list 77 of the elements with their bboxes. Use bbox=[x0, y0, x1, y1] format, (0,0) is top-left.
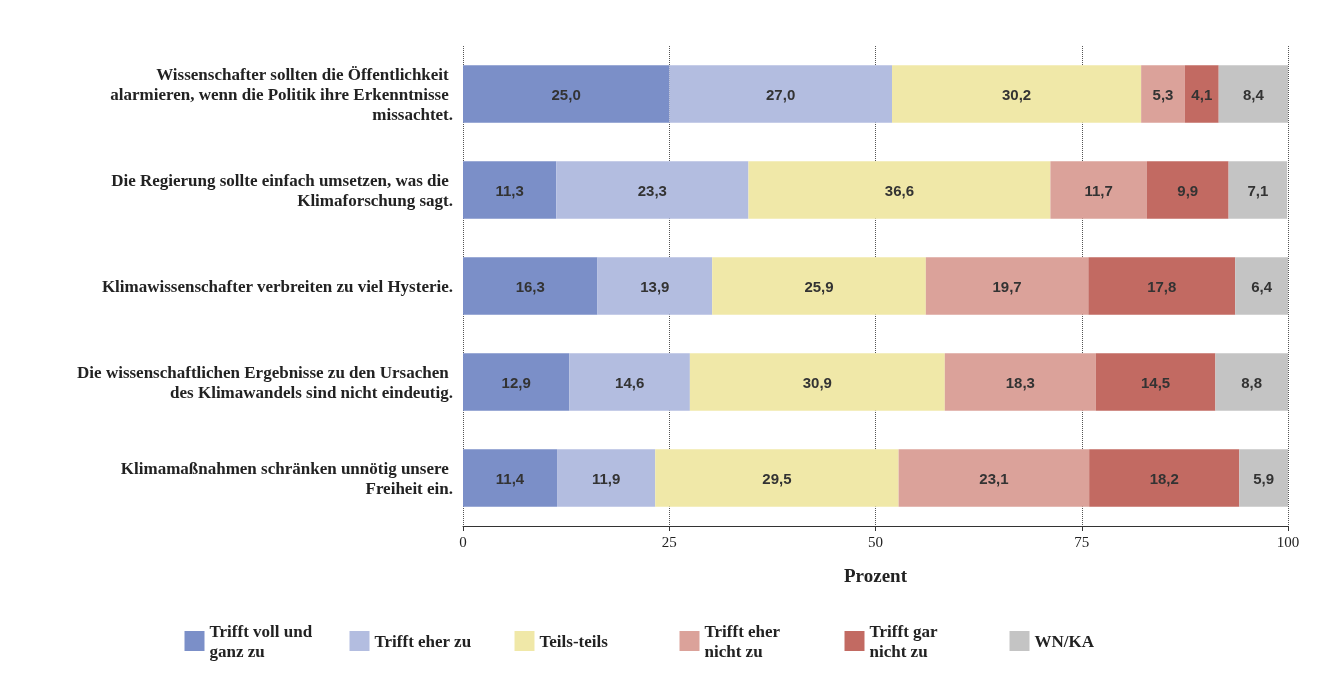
data-label: 30,9 bbox=[802, 373, 832, 391]
data-label: 5,3 bbox=[1152, 85, 1174, 103]
data-label: 5,9 bbox=[1253, 469, 1275, 487]
data-label: 9,9 bbox=[1177, 181, 1199, 199]
y-tick-label: Klimawissenschafter verbreiten zu viel Hysterie. bbox=[101, 276, 453, 296]
data-label: 8,4 bbox=[1242, 85, 1265, 103]
bar bbox=[1089, 449, 1240, 507]
data-label: 19,7 bbox=[992, 277, 1022, 295]
bar bbox=[1235, 257, 1288, 315]
bar bbox=[1228, 161, 1288, 219]
data-label: 30,2 bbox=[1001, 85, 1032, 103]
x-tick-label: 50 bbox=[868, 533, 883, 550]
bar bbox=[1141, 65, 1185, 123]
bar bbox=[655, 449, 899, 507]
legend-label: Trifft eher zu bbox=[374, 631, 472, 651]
legend-label: Teils-teils bbox=[539, 631, 609, 651]
data-label: 13,9 bbox=[640, 277, 670, 295]
legend-label: Trifft gar nicht zu bbox=[869, 621, 942, 661]
data-label: 8,8 bbox=[1241, 373, 1263, 391]
bar bbox=[463, 161, 557, 219]
data-label: 29,5 bbox=[762, 469, 792, 487]
bar bbox=[1088, 257, 1236, 315]
data-label: 18,3 bbox=[1005, 373, 1035, 391]
data-label: 11,3 bbox=[495, 181, 524, 199]
bar bbox=[1239, 449, 1288, 507]
bar bbox=[463, 449, 558, 507]
y-tick-label: Die wissenschaftlichen Ergebnisse zu den Ursachen des Klimawandels sind nicht eindeutig. bbox=[77, 362, 453, 402]
data-label: 25,0 bbox=[551, 85, 581, 103]
legend-label: Trifft voll und ganz zu bbox=[209, 621, 317, 661]
bar bbox=[898, 449, 1090, 507]
data-label: 14,5 bbox=[1140, 373, 1171, 391]
bar bbox=[597, 257, 713, 315]
bar bbox=[1218, 65, 1288, 123]
y-tick-label: Wissenschafter sollten die Öffentlichkeit alarmieren, wenn die Politik ihre Erkenntnisse missachtet. bbox=[110, 64, 453, 124]
bar bbox=[569, 353, 690, 411]
bar bbox=[1146, 161, 1229, 219]
y-tick-label: Die Regierung sollte einfach umsetzen, was die Klimaforschung sagt. bbox=[111, 170, 453, 210]
data-label: 23,1 bbox=[979, 469, 1009, 487]
data-label: 11,9 bbox=[591, 469, 621, 487]
data-label: 23,3 bbox=[637, 181, 667, 199]
x-tick-label: 0 bbox=[459, 533, 467, 550]
data-label: 16,3 bbox=[515, 277, 545, 295]
bar bbox=[712, 257, 926, 315]
bar bbox=[463, 257, 598, 315]
bar bbox=[463, 353, 570, 411]
bar bbox=[1184, 65, 1219, 123]
bar bbox=[556, 161, 749, 219]
legend-label: WN/KA bbox=[1034, 631, 1095, 651]
data-label: 7,1 bbox=[1247, 181, 1269, 199]
data-label: 14,6 bbox=[615, 373, 645, 391]
bar bbox=[1215, 353, 1288, 411]
bar bbox=[1095, 353, 1216, 411]
bar bbox=[748, 161, 1051, 219]
x-tick-label: 100 bbox=[1276, 533, 1300, 550]
data-label: 25,9 bbox=[804, 277, 834, 295]
bar bbox=[925, 257, 1089, 315]
x-axis-title: Prozent bbox=[844, 565, 908, 586]
data-label: 27,0 bbox=[766, 85, 796, 103]
bar bbox=[689, 353, 945, 411]
data-label: 6,4 bbox=[1251, 277, 1273, 295]
bar bbox=[463, 65, 670, 123]
x-tick-label: 75 bbox=[1074, 533, 1090, 550]
bar bbox=[669, 65, 892, 123]
x-tick-label: 25 bbox=[661, 533, 677, 550]
data-label: 18,2 bbox=[1149, 469, 1179, 487]
bar bbox=[557, 449, 656, 507]
data-label: 12,9 bbox=[501, 373, 531, 391]
data-label: 4,1 bbox=[1191, 85, 1213, 103]
bar bbox=[1050, 161, 1147, 219]
data-label: 17,8 bbox=[1147, 277, 1177, 295]
data-label: 11,4 bbox=[495, 469, 525, 487]
bar bbox=[892, 65, 1142, 123]
data-label: 11,7 bbox=[1084, 181, 1113, 199]
data-label: 36,6 bbox=[884, 181, 915, 199]
y-tick-label: Klimamaßnahmen schränken unnötig unsere Freiheit ein. bbox=[120, 458, 453, 498]
legend-label: Trifft eher nicht zu bbox=[704, 621, 785, 661]
bar bbox=[944, 353, 1096, 411]
